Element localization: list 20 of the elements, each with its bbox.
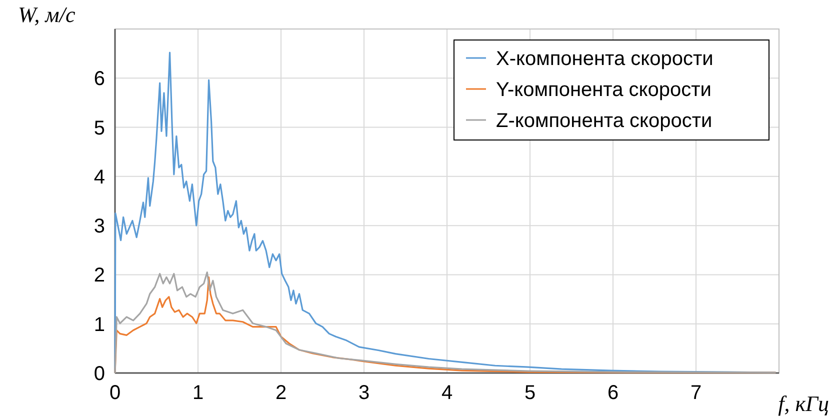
y-tick-label: 5 bbox=[94, 117, 105, 140]
y-tick-label: 6 bbox=[94, 68, 105, 90]
x-tick-label: 0 bbox=[109, 382, 121, 404]
legend-label: Y-компонента скорости bbox=[496, 79, 712, 101]
x-tick-label: 2 bbox=[275, 382, 287, 404]
x-tick-label: 7 bbox=[690, 382, 702, 404]
x-tick-label: 3 bbox=[358, 382, 370, 404]
y-axis-title: W, м/с bbox=[18, 2, 76, 27]
y-tick-label: 0 bbox=[94, 363, 105, 385]
y-tick-label: 4 bbox=[94, 166, 105, 188]
y-tick-label: 2 bbox=[94, 264, 105, 287]
x-axis-title: f, кГц bbox=[778, 391, 829, 416]
x-tick-label: 6 bbox=[607, 382, 619, 404]
x-tick-label: 5 bbox=[524, 382, 536, 404]
legend-label: Z-компонента скорости bbox=[496, 110, 712, 132]
y-tick-label: 3 bbox=[94, 216, 105, 238]
y-tick-label: 1 bbox=[94, 314, 105, 336]
x-tick-label: 4 bbox=[441, 382, 453, 404]
legend-label: X-компонента скорости bbox=[496, 48, 714, 70]
x-tick-label: 1 bbox=[192, 382, 204, 404]
